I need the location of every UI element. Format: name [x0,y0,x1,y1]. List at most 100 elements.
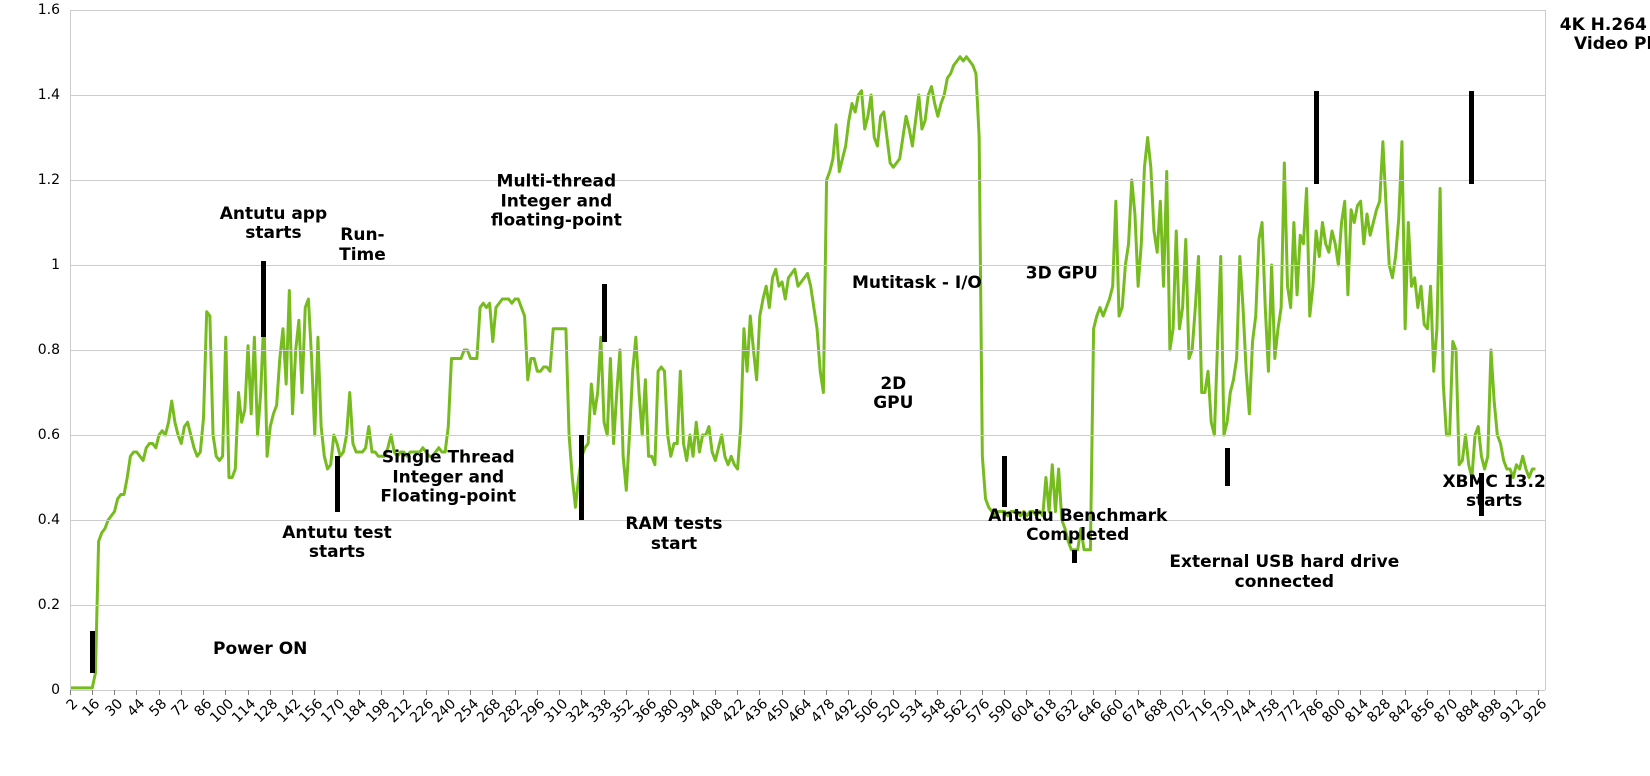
annotation-marker-video_4k [1314,91,1319,185]
annotation-label-standby: "Standby" Mode [1630,515,1650,554]
x-tick-mark [581,690,582,695]
x-tick-mark [1249,690,1250,695]
annotation-label-single_thr: Single Thread Integer and Floating-point [298,449,598,508]
x-tick-mark [804,690,805,695]
x-tick-mark [203,690,204,695]
annotation-label-video_4k: 4K H.264 60 Mbps Video Playback [1497,16,1650,55]
gridline-h [70,605,1545,606]
x-tick-mark [670,690,671,695]
annotation-marker-power_on [90,631,95,674]
x-tick-mark [982,690,983,695]
x-tick-mark [426,690,427,695]
x-tick-mark [470,690,471,695]
x-tick-mark [915,690,916,695]
x-tick-mark [1071,690,1072,695]
x-tick-mark [648,690,649,695]
x-tick-mark [337,690,338,695]
x-tick-mark [782,690,783,695]
x-tick-mark [225,690,226,695]
y-tick-label: 0.4 [0,512,60,528]
x-tick-mark [1538,690,1539,695]
annotation-label-antutu_test: Antutu test starts [187,523,487,562]
gridline-h [70,180,1545,181]
power-consumption-chart: 00.20.40.60.811.21.41.6 2163044587286100… [0,0,1650,776]
y-tick-label: 0 [0,682,60,698]
x-tick-mark [381,690,382,695]
x-tick-mark [403,690,404,695]
x-tick-mark [737,690,738,695]
x-tick-mark [136,690,137,695]
x-tick-mark [1405,690,1406,695]
x-tick-mark [559,690,560,695]
x-tick-mark [270,690,271,695]
annotation-label-gpu_2d: 2D GPU [743,375,1043,414]
x-tick-mark [1449,690,1450,695]
x-tick-mark [1382,690,1383,695]
x-tick-mark [960,690,961,695]
x-tick-mark [1160,690,1161,695]
annotation-label-xbmc: XBMC 13.2 starts [1344,472,1644,511]
x-tick-mark [1182,690,1183,695]
x-tick-mark [715,690,716,695]
x-tick-mark [537,690,538,695]
x-tick-mark [515,690,516,695]
gridline-h [70,435,1545,436]
annotation-marker-xbmc [1225,448,1230,486]
x-tick-mark [626,690,627,695]
x-tick-mark [1293,690,1294,695]
annotation-label-gpu_3d: 3D GPU [912,265,1212,285]
annotation-label-run_time: Run- Time [212,226,512,265]
annotation-marker-antutu_app [261,261,266,338]
x-tick-mark [70,690,71,695]
x-tick-mark [848,690,849,695]
axis-top [70,10,1545,11]
x-tick-mark [92,690,93,695]
x-tick-mark [1471,690,1472,695]
gridline-h [70,95,1545,96]
x-tick-mark [1093,690,1094,695]
x-tick-mark [1427,690,1428,695]
x-tick-mark [1026,690,1027,695]
y-tick-label: 1.6 [0,2,60,18]
x-tick-mark [893,690,894,695]
y-tick-label: 1 [0,257,60,273]
x-tick-mark [1338,690,1339,695]
x-tick-mark [248,690,249,695]
y-tick-label: 1.2 [0,172,60,188]
annotation-marker-usb_hdd [1072,550,1077,563]
x-tick-mark [937,690,938,695]
annotation-marker-video_4k_2 [1469,91,1474,185]
x-tick-mark [826,690,827,695]
axis-right [1545,10,1546,690]
x-tick-mark [1360,690,1361,695]
annotation-label-usb_hdd: External USB hard drive connected [1134,553,1434,592]
x-tick-mark [871,690,872,695]
x-tick-mark [448,690,449,695]
x-tick-mark [1138,690,1139,695]
x-tick-mark [1271,690,1272,695]
x-tick-mark [1004,690,1005,695]
x-tick-mark [1494,690,1495,695]
x-tick-mark [314,690,315,695]
x-tick-mark [1204,690,1205,695]
annotation-marker-multitask [602,284,607,341]
annotation-marker-ram_tests [579,435,584,520]
x-tick-mark [604,690,605,695]
x-tick-mark [292,690,293,695]
annotation-marker-standby [1479,473,1484,516]
x-tick-mark [114,690,115,695]
x-tick-mark [693,690,694,695]
x-tick-mark [359,690,360,695]
x-tick-mark [1227,690,1228,695]
annotation-label-power_on: Power ON [213,640,307,660]
x-tick-mark [759,690,760,695]
x-tick-mark [181,690,182,695]
annotation-marker-antutu_done [1002,456,1007,507]
annotation-label-ram_tests: RAM tests start [524,515,824,554]
gridline-h [70,350,1545,351]
y-tick-label: 0.2 [0,597,60,613]
x-tick-mark [1049,690,1050,695]
x-tick-mark [1316,690,1317,695]
x-tick-mark [492,690,493,695]
y-tick-label: 0.8 [0,342,60,358]
